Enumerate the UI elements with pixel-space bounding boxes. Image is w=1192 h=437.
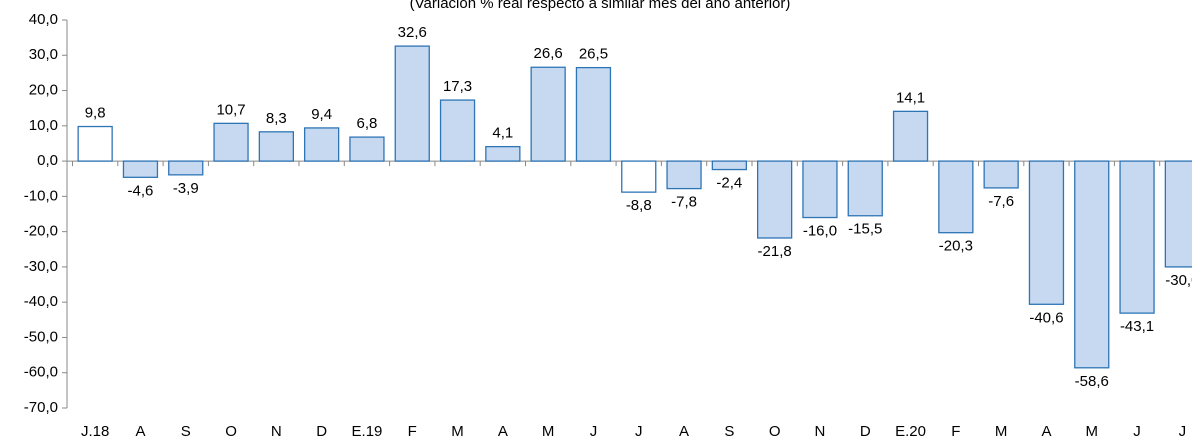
value-label: 9,4 <box>311 106 332 123</box>
bar <box>757 160 793 239</box>
bar <box>847 160 883 217</box>
bar <box>485 145 521 162</box>
y-tick-label: -70,0 <box>24 399 58 416</box>
x-tick-label: M <box>1086 423 1099 437</box>
y-tick-label: 10,0 <box>29 117 58 134</box>
bar <box>1119 160 1155 314</box>
x-tick-label: O <box>225 423 237 437</box>
x-tick-label: D <box>860 423 871 437</box>
bar <box>621 160 657 193</box>
y-tick-label: -60,0 <box>24 364 58 381</box>
y-tick-label: -50,0 <box>24 328 58 345</box>
bar <box>439 99 476 162</box>
x-tick-label: F <box>951 423 960 437</box>
bar <box>394 45 430 162</box>
x-tick-label: J.18 <box>81 423 109 437</box>
bar <box>122 160 159 178</box>
bar <box>1028 160 1065 305</box>
x-tick-label: J <box>590 423 598 437</box>
value-label: -4,6 <box>128 182 154 199</box>
value-label: 10,7 <box>216 101 245 118</box>
x-tick-label: J <box>1133 423 1141 437</box>
bar <box>666 160 702 190</box>
x-tick-label: M <box>995 423 1008 437</box>
value-label: 6,8 <box>357 115 378 132</box>
x-tick-label: E.20 <box>895 423 926 437</box>
value-label: -2,4 <box>716 175 742 192</box>
value-label: -58,6 <box>1075 373 1109 390</box>
bar <box>711 160 747 171</box>
value-label: -40,6 <box>1029 309 1063 326</box>
bar <box>258 131 295 162</box>
x-tick-label: M <box>542 423 555 437</box>
x-tick-label: A <box>498 423 508 437</box>
x-tick-label: F <box>408 423 417 437</box>
bar <box>77 125 113 162</box>
bar <box>983 160 1019 189</box>
bar <box>1074 160 1110 369</box>
x-tick-label: A <box>1041 423 1051 437</box>
x-tick-label: J <box>635 423 643 437</box>
value-label: 14,1 <box>896 89 925 106</box>
x-tick-label: J <box>1179 423 1187 437</box>
bar <box>938 160 974 234</box>
bar <box>213 122 249 162</box>
value-label: -43,1 <box>1120 318 1154 335</box>
x-tick-label: N <box>815 423 826 437</box>
y-tick-label: -30,0 <box>24 258 58 275</box>
x-tick-label: S <box>181 423 191 437</box>
x-tick-label: M <box>451 423 464 437</box>
y-tick-label: -10,0 <box>24 187 58 204</box>
value-label: -15,5 <box>848 221 882 238</box>
value-label: 17,3 <box>443 78 472 95</box>
y-tick-label: 30,0 <box>29 46 58 63</box>
value-label: -20,3 <box>939 238 973 255</box>
value-label: 26,5 <box>579 46 608 63</box>
value-label: -16,0 <box>803 222 837 239</box>
value-label: -7,8 <box>671 194 697 211</box>
chart-title: (Variación % real respecto a similar mes… <box>410 0 791 12</box>
bar <box>303 127 340 162</box>
value-label: -3,9 <box>173 180 199 197</box>
x-tick-label: A <box>679 423 689 437</box>
x-tick-label: N <box>271 423 282 437</box>
value-label: 26,6 <box>534 45 563 62</box>
bar <box>575 66 612 162</box>
x-tick-label: E.19 <box>352 423 383 437</box>
bar <box>349 136 385 162</box>
bar <box>892 110 929 162</box>
x-tick-label: D <box>316 423 327 437</box>
bar <box>530 66 566 162</box>
x-tick-label: S <box>724 423 734 437</box>
value-label: 32,6 <box>398 24 427 41</box>
y-tick-label: 20,0 <box>29 82 58 99</box>
y-tick-label: 0,0 <box>37 152 58 169</box>
x-tick-label: O <box>769 423 781 437</box>
bar <box>1164 160 1192 268</box>
value-label: -7,6 <box>988 193 1014 210</box>
value-label: 9,8 <box>85 104 106 121</box>
x-tick-label: A <box>135 423 145 437</box>
bar <box>802 160 838 219</box>
value-label: 8,3 <box>266 110 287 127</box>
y-tick-label: -20,0 <box>24 223 58 240</box>
value-label: 4,1 <box>492 125 513 142</box>
y-tick-label: -40,0 <box>24 293 58 310</box>
y-tick-label: 40,0 <box>29 11 58 28</box>
value-label: -30,0 <box>1165 272 1192 289</box>
value-label: -21,8 <box>758 243 792 260</box>
value-label: -8,8 <box>626 197 652 214</box>
bar <box>168 160 204 176</box>
